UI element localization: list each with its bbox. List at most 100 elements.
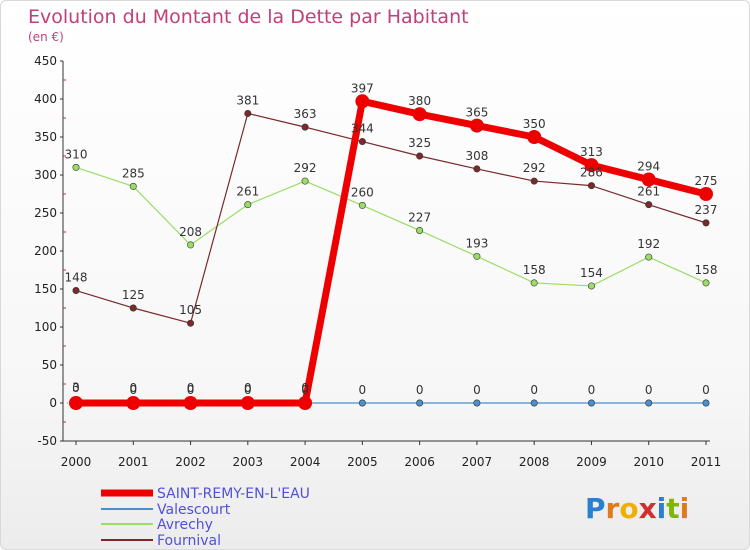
series-point-2 xyxy=(187,241,195,249)
y-tick-label: 200 xyxy=(34,244,57,258)
data-label: 286 xyxy=(580,166,603,180)
data-label: 148 xyxy=(65,271,88,285)
data-label: 294 xyxy=(637,160,660,174)
series-point-0 xyxy=(126,396,141,410)
y-tick-label: 450 xyxy=(34,54,57,68)
data-label: 208 xyxy=(179,225,202,239)
y-tick-label: 250 xyxy=(34,206,57,220)
data-label: 365 xyxy=(465,106,488,120)
series-line-2 xyxy=(75,166,707,287)
data-label: 275 xyxy=(695,174,718,188)
series-point-0 xyxy=(355,94,370,109)
y-tick-label: -50 xyxy=(37,434,57,448)
legend-label: Fournival xyxy=(157,533,221,549)
data-label: 0 xyxy=(129,383,137,397)
series-point-3 xyxy=(301,123,309,131)
x-tick-label: 2010 xyxy=(633,455,664,469)
series-point-0 xyxy=(69,396,83,410)
chart-title: Evolution du Montant de la Dette par Hab… xyxy=(28,6,469,28)
data-label: 325 xyxy=(408,136,431,150)
y-tick-label: 150 xyxy=(34,282,57,296)
data-label: 0 xyxy=(588,383,596,397)
legend-label: SAINT-REMY-EN-L'EAU xyxy=(157,486,310,502)
data-label: 310 xyxy=(65,147,88,161)
data-label: 350 xyxy=(523,117,546,131)
x-tick-label: 2006 xyxy=(404,455,435,469)
series-point-1 xyxy=(473,399,481,407)
brand-letter: x xyxy=(639,492,657,525)
x-tick-label: 2008 xyxy=(519,455,550,469)
x-tick-label: 2000 xyxy=(61,455,92,469)
data-label: 308 xyxy=(465,149,488,163)
data-label: 158 xyxy=(523,263,546,277)
data-label: 397 xyxy=(351,81,374,95)
data-label: 292 xyxy=(294,161,317,175)
series-point-1 xyxy=(645,399,653,407)
data-label: 0 xyxy=(187,381,195,395)
legend-label: Avrechy xyxy=(157,517,213,533)
x-tick-label: 2002 xyxy=(175,455,206,469)
x-tick-label: 2001 xyxy=(118,455,149,469)
brand-letter: i xyxy=(680,492,690,525)
brand-letter: o xyxy=(619,492,638,525)
data-label: 344 xyxy=(351,122,374,136)
series-point-0 xyxy=(584,158,599,173)
series-point-0 xyxy=(298,396,313,410)
series-point-0 xyxy=(183,396,198,410)
series-point-3 xyxy=(645,201,653,209)
data-label: 0 xyxy=(530,383,538,397)
series-point-2 xyxy=(72,163,80,171)
series-point-1 xyxy=(530,399,538,407)
legend-label: Valescourt xyxy=(157,502,231,518)
x-tick-label: 2005 xyxy=(347,455,378,469)
data-label: 0 xyxy=(702,383,710,397)
series-point-3 xyxy=(244,109,252,117)
series-point-0 xyxy=(469,118,484,133)
data-label: 285 xyxy=(122,166,145,180)
series-point-0 xyxy=(641,172,656,187)
brand-letter: r xyxy=(606,492,620,525)
data-label: 261 xyxy=(236,185,259,199)
data-label: 237 xyxy=(695,203,718,217)
series-point-3 xyxy=(416,152,424,160)
series-point-0 xyxy=(527,130,542,144)
x-tick-label: 2009 xyxy=(576,455,607,469)
data-label: 0 xyxy=(301,383,309,397)
x-tick-label: 2007 xyxy=(462,455,493,469)
data-label: 105 xyxy=(179,303,202,317)
data-label: 158 xyxy=(695,263,718,277)
data-label: 0 xyxy=(645,383,653,397)
data-label: 260 xyxy=(351,185,374,199)
series-point-0 xyxy=(240,396,255,410)
brand-letter: P xyxy=(585,492,606,525)
y-tick-label: 400 xyxy=(34,92,57,106)
series-point-2 xyxy=(129,182,137,190)
series-point-2 xyxy=(645,253,653,261)
data-label: 227 xyxy=(408,210,431,224)
series-point-3 xyxy=(72,287,80,295)
series-point-2 xyxy=(416,226,424,234)
y-tick-label: 300 xyxy=(34,168,57,182)
y-tick-label: 0 xyxy=(49,396,57,410)
series-point-2 xyxy=(530,279,538,287)
data-label: 0 xyxy=(473,383,481,397)
data-label: 292 xyxy=(523,161,546,175)
data-label: 125 xyxy=(122,288,145,302)
series-point-2 xyxy=(244,201,252,209)
series-point-3 xyxy=(129,304,137,312)
series-point-1 xyxy=(416,399,424,407)
series-point-3 xyxy=(473,165,481,173)
data-label: 0 xyxy=(187,383,195,397)
x-tick-label: 2011 xyxy=(691,455,722,469)
y-tick-label: 350 xyxy=(34,130,57,144)
series-point-3 xyxy=(702,219,710,227)
series-line-0 xyxy=(72,97,710,407)
series-point-2 xyxy=(702,279,710,287)
brand-logo: Proxiti xyxy=(585,492,689,525)
x-tick-label: 2004 xyxy=(290,455,321,469)
series-point-0 xyxy=(699,187,713,201)
y-tick-label: 50 xyxy=(42,358,57,372)
